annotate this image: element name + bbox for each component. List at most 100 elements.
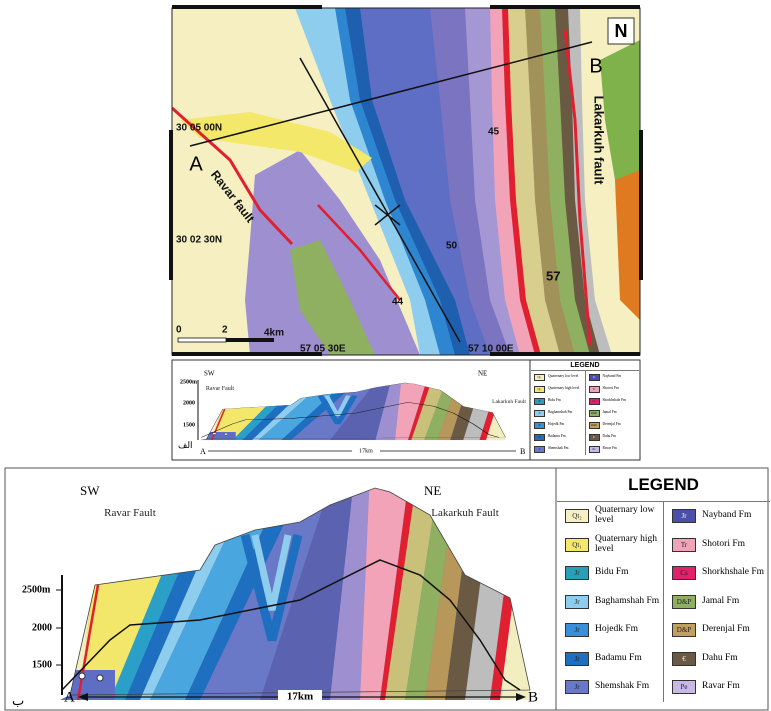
legend-swatch: D&P (589, 410, 600, 417)
scale-bar (178, 338, 226, 342)
legend-item: JrNayband Fm (586, 371, 640, 383)
legend-label: Badamu Fm (595, 654, 642, 664)
point-a: A (189, 153, 203, 175)
point-a: A (200, 447, 206, 456)
legend-swatch: Qt₁ (534, 386, 545, 393)
frame-bar (639, 130, 643, 280)
legend-swatch: Jr (672, 509, 696, 523)
fault-label: Ravar Fault (100, 508, 160, 520)
legend-label: Baghamshah Fm (595, 597, 659, 607)
section-end: SW (80, 483, 100, 498)
scale-label: 2 (222, 325, 228, 336)
fault-label: Ravar Fault (205, 386, 235, 392)
legend-label: Derenjal Fm (702, 625, 750, 635)
longitude-label: 57 05 30E (300, 344, 346, 355)
legend-label: Derenjal Fm (603, 423, 621, 427)
legend-label: Badamu Fm (548, 435, 566, 439)
legend-item: JrNayband Fm (664, 502, 770, 531)
frame-bar (172, 5, 322, 9)
legend-swatch: Qt₂ (534, 374, 545, 381)
scale-label: 4km (264, 328, 284, 339)
panel-label: الف (178, 440, 193, 450)
legend-item: €Dahu Fm (664, 645, 770, 674)
legend-label: Bidu Fm (548, 399, 561, 403)
elevation-label: 2000 (32, 622, 52, 633)
legend-item: D&P Derenjal Fm (664, 616, 770, 645)
latitude-label: 30 05 00N (176, 123, 222, 134)
elevation-label: 2000 (183, 400, 195, 406)
legend-label: Baghamshah Fm (548, 411, 572, 415)
legend-swatch: Tr (672, 538, 696, 552)
legend-swatch: Jr (534, 446, 545, 453)
dip-label: 57 (546, 268, 560, 283)
point-a: A (64, 689, 75, 705)
legend-swatch: Jr (534, 422, 545, 429)
well (97, 675, 103, 681)
point-b: B (520, 447, 525, 456)
scale-label: 0 (176, 325, 182, 336)
page: N A B Ravar fault Lakarkuh fault 30 05 0… (0, 0, 771, 711)
legend-item: JrHojedk Fm (531, 419, 585, 431)
legend-swatch: € (589, 434, 600, 441)
elevation-label: 2500m (180, 379, 197, 385)
legend-swatch: Jr (565, 680, 589, 694)
dip-label: 50 (446, 241, 458, 252)
section-end: NE (424, 483, 441, 498)
legend-label: Shorkhshale Fm (702, 568, 764, 578)
legend-label: Shemshak Fm (595, 682, 649, 692)
legend-label: Shorkhshale Fm (603, 399, 626, 403)
north-arrow: N (615, 21, 628, 41)
legend-label: Shotori Fm (603, 387, 619, 391)
legend-swatch: Pe (589, 446, 600, 453)
geologic-map (172, 8, 650, 355)
elevation-label: 1500 (183, 422, 195, 428)
well (79, 673, 85, 679)
legend-item: TrShotori Fm (586, 383, 640, 395)
legend-label: Hojedk Fm (595, 625, 638, 635)
longitude-label: 57 10 00E (468, 344, 514, 355)
elevation-label: 1500 (32, 659, 52, 670)
legend-swatch: Tr (589, 386, 600, 393)
legend-swatch: Qt₁ (565, 538, 589, 552)
panel-label: ب (12, 693, 24, 708)
legend-label: Ravar Fm (702, 682, 740, 692)
legend-label: Shemshak Fm (548, 447, 568, 451)
legend-item: Jr Badamu Fm (557, 645, 663, 674)
legend-item: JrBidu Fm (531, 395, 585, 407)
fault-label: Lakarkuh Fault (430, 508, 500, 520)
legend-item: Qt₁Quaternary high level (531, 383, 585, 395)
legend-item: Jr Shemshak Fm (557, 673, 663, 702)
legend-swatch: Jr (565, 652, 589, 666)
legend-swatch: D&P (672, 623, 696, 637)
legend-label: Quaternary low level (548, 375, 578, 379)
legend-label: Quaternary high level (548, 387, 579, 391)
elevation-label: 2500m (22, 584, 51, 595)
legend-label: Ravar Fm (603, 447, 617, 451)
distance-label: 17km (287, 691, 313, 703)
legend-item: €Dahu Fm (586, 431, 640, 443)
well (224, 433, 228, 435)
fault-label: Lakarkuh Fault (492, 400, 526, 406)
legend-swatch: Jr (589, 374, 600, 381)
section-end: SW (204, 370, 215, 378)
legend-swatch: € (672, 652, 696, 666)
legend-swatch: Jr (565, 623, 589, 637)
legend-label: Quaternary high level (595, 535, 663, 555)
legend-swatch: Jr (534, 410, 545, 417)
legend-swatch: D&P (672, 595, 696, 609)
dip-label: 44 (392, 297, 404, 308)
frame-bar (169, 130, 173, 280)
legend-item: D&PJamal Fm (664, 588, 770, 617)
